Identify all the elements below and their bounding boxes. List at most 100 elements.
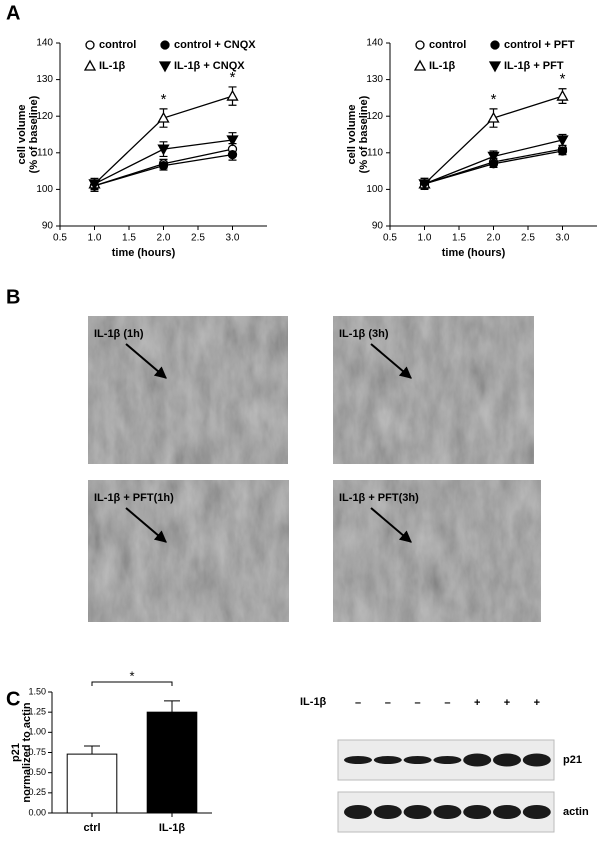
y-tick-label: 0.50 bbox=[28, 767, 46, 777]
y-tick-label: 120 bbox=[36, 111, 53, 122]
marker bbox=[157, 144, 170, 156]
blot-band bbox=[344, 805, 372, 819]
x-tick-label: 1.0 bbox=[88, 233, 102, 244]
annotation: * bbox=[491, 91, 497, 108]
x-axis-label: time (hours) bbox=[112, 247, 176, 259]
marker bbox=[487, 111, 500, 123]
x-tick-label: 2.5 bbox=[191, 233, 205, 244]
y-tick-label: 1.25 bbox=[28, 707, 46, 717]
micrograph-texture bbox=[333, 480, 541, 622]
annotation: * bbox=[161, 91, 167, 108]
arrow bbox=[370, 507, 412, 543]
blot-band-label: actin bbox=[563, 806, 589, 818]
blot-band bbox=[403, 805, 432, 819]
y-tick-label: 130 bbox=[36, 74, 53, 85]
panel-label: C bbox=[6, 688, 20, 710]
marker bbox=[157, 111, 170, 123]
x-axis-label: time (hours) bbox=[442, 247, 506, 259]
y-axis-label: (% of baseline) bbox=[28, 95, 40, 173]
legend-marker bbox=[413, 59, 427, 71]
blot-band bbox=[433, 756, 462, 764]
arrow bbox=[370, 343, 412, 379]
error-bar bbox=[164, 700, 180, 713]
micrograph-label: IL-1β + PFT(1h) bbox=[94, 492, 174, 504]
panel-label: A bbox=[6, 2, 20, 24]
significance-label: * bbox=[129, 668, 134, 683]
blot-band-label: p21 bbox=[563, 754, 582, 766]
panel-label: B bbox=[6, 286, 20, 308]
x-tick-label: 1.5 bbox=[452, 233, 466, 244]
marker bbox=[88, 179, 101, 191]
y-tick-label: 1.50 bbox=[28, 686, 46, 696]
y-tick-label: 100 bbox=[366, 184, 383, 195]
x-tick-label: 0.5 bbox=[383, 233, 397, 244]
annotation: * bbox=[560, 71, 566, 88]
blot-treatment-sign: + bbox=[534, 697, 540, 709]
y-tick-label: 140 bbox=[366, 38, 383, 49]
x-tick-label: IL-1β bbox=[159, 822, 186, 834]
y-tick-label: 0.25 bbox=[28, 787, 46, 797]
legend-marker bbox=[85, 40, 95, 50]
y-axis-label: cell volume bbox=[16, 105, 28, 165]
micrograph-label: IL-1β (1h) bbox=[94, 328, 144, 340]
arrow bbox=[125, 343, 167, 379]
arrow bbox=[125, 507, 167, 543]
blot-treatment-sign: – bbox=[355, 697, 361, 709]
legend-label: control + CNQX bbox=[174, 39, 256, 51]
blot-band bbox=[373, 805, 402, 819]
blot-treatment-label: IL-1β bbox=[300, 696, 327, 708]
blot-band bbox=[403, 756, 432, 764]
annotation: * bbox=[230, 69, 236, 86]
y-tick-label: 120 bbox=[366, 111, 383, 122]
marker bbox=[227, 149, 238, 160]
blot-treatment-sign: – bbox=[385, 697, 391, 709]
bar bbox=[66, 753, 118, 814]
y-tick-label: 90 bbox=[42, 221, 54, 232]
micrograph-label: IL-1β + PFT(3h) bbox=[339, 492, 419, 504]
marker bbox=[557, 146, 568, 156]
legend-label: control bbox=[429, 39, 466, 51]
bar bbox=[146, 711, 198, 814]
legend-label: IL-1β + CNQX bbox=[174, 60, 245, 72]
legend-label: IL-1β bbox=[99, 60, 126, 72]
marker bbox=[556, 135, 569, 147]
legend-label: IL-1β bbox=[429, 60, 456, 72]
x-tick-label: 3.0 bbox=[226, 233, 240, 244]
significance-bracket bbox=[91, 681, 173, 686]
x-tick-label: 1.0 bbox=[418, 233, 432, 244]
error-bar bbox=[84, 745, 100, 755]
legend-marker bbox=[415, 40, 425, 50]
blot-band bbox=[344, 756, 372, 764]
y-tick-label: 100 bbox=[36, 184, 53, 195]
x-tick-label: 2.0 bbox=[487, 233, 501, 244]
blot-treatment-sign: + bbox=[474, 697, 480, 709]
blot-treatment-sign: – bbox=[415, 697, 421, 709]
y-axis-label: p21 bbox=[10, 743, 22, 762]
micrograph-texture bbox=[88, 480, 289, 622]
micrograph-label: IL-1β (3h) bbox=[339, 328, 389, 340]
x-tick-label: 2.0 bbox=[157, 233, 171, 244]
y-axis-label: normalized to actin bbox=[21, 702, 33, 803]
blot-treatment-sign: + bbox=[504, 697, 510, 709]
blot-band bbox=[463, 805, 492, 819]
blot-band bbox=[433, 805, 462, 819]
legend-label: control + PFT bbox=[504, 39, 575, 51]
marker bbox=[556, 89, 569, 101]
x-tick-label: 1.5 bbox=[122, 233, 136, 244]
legend-marker bbox=[158, 61, 172, 73]
y-tick-label: 0.00 bbox=[28, 807, 46, 817]
legend-marker bbox=[490, 40, 500, 50]
y-tick-label: 110 bbox=[367, 147, 383, 158]
y-axis-label: (% of baseline) bbox=[358, 95, 370, 173]
blot-band bbox=[493, 753, 521, 767]
legend-label: IL-1β + PFT bbox=[504, 60, 564, 72]
y-tick-label: 110 bbox=[37, 147, 53, 158]
y-tick-label: 1.00 bbox=[28, 727, 46, 737]
x-tick-label: ctrl bbox=[83, 822, 100, 834]
blot-treatment-sign: – bbox=[444, 697, 450, 709]
micrograph-texture bbox=[333, 316, 534, 464]
y-axis-label: cell volume bbox=[346, 105, 358, 165]
marker bbox=[158, 160, 169, 171]
x-tick-label: 0.5 bbox=[53, 233, 67, 244]
legend-marker bbox=[488, 61, 502, 73]
